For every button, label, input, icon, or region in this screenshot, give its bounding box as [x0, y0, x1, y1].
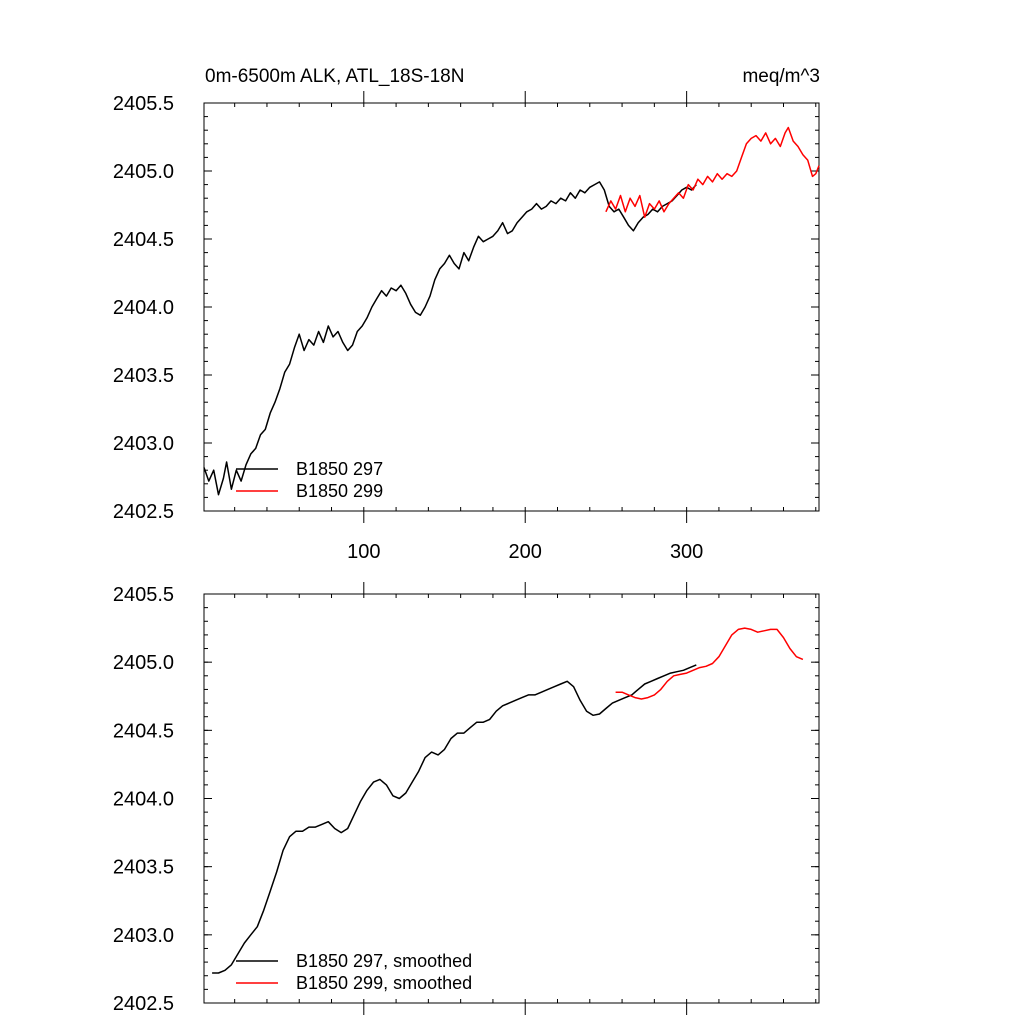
y-tick-label: 2403.5 — [113, 857, 174, 879]
series-line-1 — [212, 664, 697, 974]
y-tick-label: 2402.5 — [113, 501, 174, 523]
y-tick-label: 2403.0 — [113, 925, 174, 947]
legend-label-2: B1850 299, smoothed — [296, 973, 472, 993]
x-tick-label: 300 — [670, 541, 703, 563]
chart-title-left: 0m-6500m ALK, ATL_18S-18N — [205, 66, 464, 87]
series-line-1 — [203, 181, 697, 496]
top-panel: 2402.5 2403.0 2403.5 2404.0 2404.5 2405.0 2405… — [113, 91, 820, 563]
chart-units-label: meq/m^3 — [742, 66, 820, 87]
series-line-2 — [605, 126, 820, 218]
series-line-2 — [615, 627, 804, 700]
y-tick-label: 2405.0 — [113, 161, 174, 183]
y-tick-label: 2404.5 — [113, 229, 174, 251]
y-tick-label: 2402.5 — [113, 993, 174, 1015]
y-tick-label: 2404.0 — [113, 789, 174, 811]
y-tick-label: 2405.5 — [113, 93, 174, 115]
legend-label-1: B1850 297 — [296, 459, 383, 479]
y-tick-label: 2405.5 — [113, 584, 174, 606]
x-tick-label: 200 — [509, 541, 542, 563]
x-tick-label: 100 — [347, 541, 380, 563]
y-tick-label: 2403.5 — [113, 365, 174, 387]
legend-label-2: B1850 299 — [296, 481, 383, 501]
y-tick-label: 2403.0 — [113, 433, 174, 455]
y-tick-label: 2405.0 — [113, 652, 174, 674]
bottom-panel: 2402.5 2403.0 2403.5 2404.0 2404.5 2405.0 2405… — [113, 582, 820, 1015]
legend-label-1: B1850 297, smoothed — [296, 951, 472, 971]
plot-frame — [203, 102, 820, 512]
plot-frame — [203, 593, 820, 1004]
y-tick-label: 2404.0 — [113, 297, 174, 319]
y-tick-label: 2404.5 — [113, 720, 174, 742]
